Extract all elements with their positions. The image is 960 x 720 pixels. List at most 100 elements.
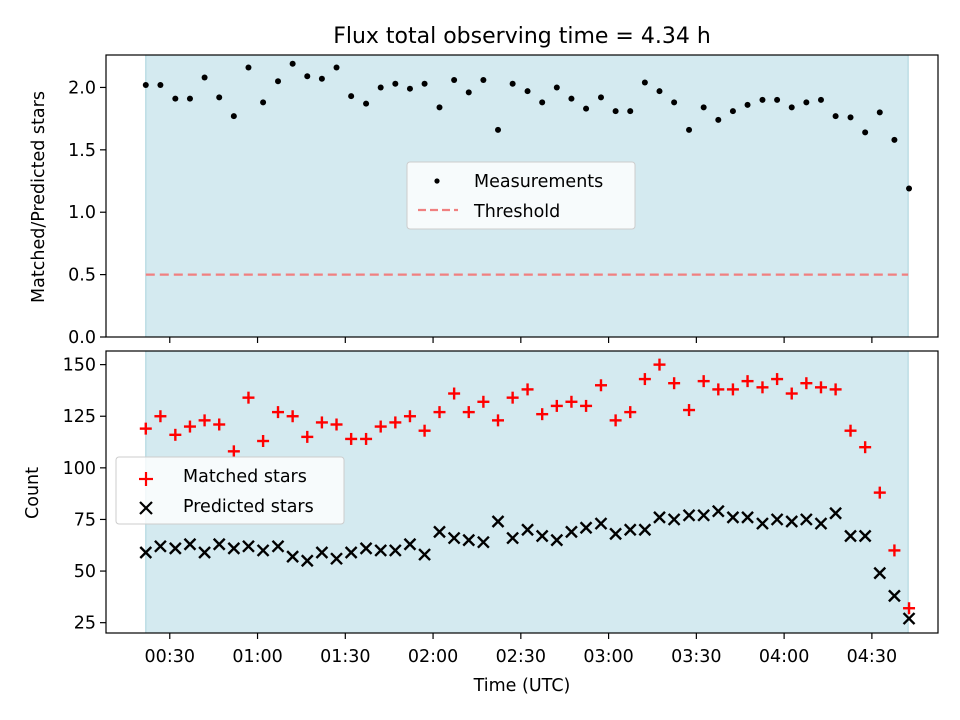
matched-star-point — [418, 424, 431, 437]
matched-star-point — [726, 383, 739, 396]
predicted-star-point — [521, 523, 534, 537]
top-legend: Measurements Threshold — [406, 161, 636, 230]
measurement-point — [803, 99, 810, 106]
x-tick-label: 01:00 — [232, 647, 282, 667]
predicted-star-point — [242, 539, 255, 553]
matched-star-point — [829, 383, 842, 396]
legend-measurements-marker — [434, 178, 440, 184]
predicted-star-point — [462, 533, 476, 547]
bot-y-tick-label: 150 — [63, 356, 96, 376]
predicted-star-point — [374, 544, 388, 557]
predicted-star-point — [873, 566, 887, 580]
matched-star-point — [873, 486, 886, 499]
bot-y-tick-label: 100 — [63, 459, 96, 479]
predicted-star-point — [256, 544, 270, 557]
x-tick-label: 00:30 — [145, 647, 195, 667]
predicted-star-point — [888, 589, 901, 603]
measurement-point — [847, 114, 854, 121]
measurement-point — [304, 73, 311, 80]
matched-star-point — [771, 373, 784, 386]
predicted-star-point — [594, 517, 608, 530]
top-y-tick-label: 2.0 — [68, 78, 96, 98]
predicted-star-point — [535, 529, 549, 543]
predicted-star-point — [844, 529, 857, 543]
matched-star-point — [345, 432, 358, 445]
measurement-point — [906, 185, 913, 192]
x-axis-label: Time (UTC) — [473, 676, 571, 696]
x-tick-label: 02:00 — [408, 647, 458, 667]
predicted-star-point — [726, 511, 740, 524]
measurement-points — [142, 60, 913, 192]
measurement-point — [216, 94, 223, 101]
measurement-point — [157, 81, 164, 88]
measurement-point — [465, 89, 472, 96]
predicted-star-point — [800, 513, 813, 526]
matched-star-point — [580, 399, 593, 412]
matched-star-point — [374, 420, 387, 433]
matched-star-point — [286, 410, 299, 423]
predicted-star-point — [139, 546, 153, 559]
measurement-point — [656, 88, 663, 95]
legend-matched-marker — [139, 472, 153, 486]
predicted-star-point — [403, 537, 417, 551]
predicted-star-point — [829, 506, 842, 520]
bot-y-tick-label: 75 — [74, 510, 96, 530]
matched-star-point — [814, 381, 827, 394]
predicted-star-point — [902, 612, 916, 625]
matched-star-point — [242, 391, 255, 404]
matched-star-point — [433, 406, 446, 419]
predicted-star-point — [858, 529, 872, 543]
x-tick-label: 04:00 — [759, 647, 809, 667]
legend-predicted-marker — [139, 501, 153, 515]
predicted-star-point — [447, 531, 461, 545]
measurement-point — [817, 96, 824, 103]
predicted-star-point — [227, 542, 241, 555]
measurement-point — [597, 94, 604, 101]
measurement-point — [715, 116, 722, 123]
top-x-ticks — [169, 337, 873, 343]
predicted-star-point — [168, 542, 182, 555]
predicted-star-point — [359, 542, 373, 555]
predicted-star-point — [198, 546, 211, 559]
matched-star-point — [272, 406, 285, 419]
measurement-point — [260, 99, 267, 106]
matched-star-point — [169, 428, 182, 441]
predicted-star-point — [697, 508, 711, 522]
bottom-axes-frame — [105, 350, 939, 634]
matched-star-point — [462, 406, 475, 419]
matched-star-point — [638, 373, 651, 386]
measurement-point — [186, 95, 193, 102]
predicted-star-point — [330, 552, 343, 566]
predicted-star-point — [565, 525, 578, 539]
measurement-point — [509, 80, 516, 87]
x-tick-label: 03:00 — [583, 647, 633, 667]
bottom-y-axis-label: Count — [23, 467, 43, 519]
predicted-star-point — [756, 517, 769, 530]
predicted-star-point — [344, 546, 358, 559]
predicted-star-point — [741, 511, 754, 524]
matched-star-point — [389, 416, 402, 429]
measurement-point — [759, 96, 766, 103]
bot-y-tick-label: 125 — [63, 407, 96, 427]
measurement-point — [568, 95, 575, 102]
matched-star-point — [183, 420, 196, 433]
predicted-star-point — [271, 539, 285, 553]
measurement-point — [377, 84, 384, 91]
measurement-point — [245, 64, 252, 71]
x-tick-label: 02:30 — [496, 647, 546, 667]
matched-star-point — [668, 377, 681, 390]
predicted-star-point — [433, 525, 446, 539]
chart-title: Flux total observing time = 4.34 h — [333, 24, 711, 49]
predicted-star-point — [814, 517, 828, 530]
matched-star-point — [315, 416, 328, 429]
predicted-star-point — [418, 548, 431, 561]
measurement-point — [524, 88, 531, 95]
top-y-tick-label: 1.0 — [68, 203, 96, 223]
predicted-star-point — [579, 521, 593, 535]
matched-star-point — [624, 406, 637, 419]
matched-star-point — [565, 395, 578, 408]
matched-star-point — [859, 441, 872, 454]
measurement-point — [480, 76, 487, 83]
measurement-point — [318, 75, 325, 82]
matched-star-point — [257, 435, 270, 448]
